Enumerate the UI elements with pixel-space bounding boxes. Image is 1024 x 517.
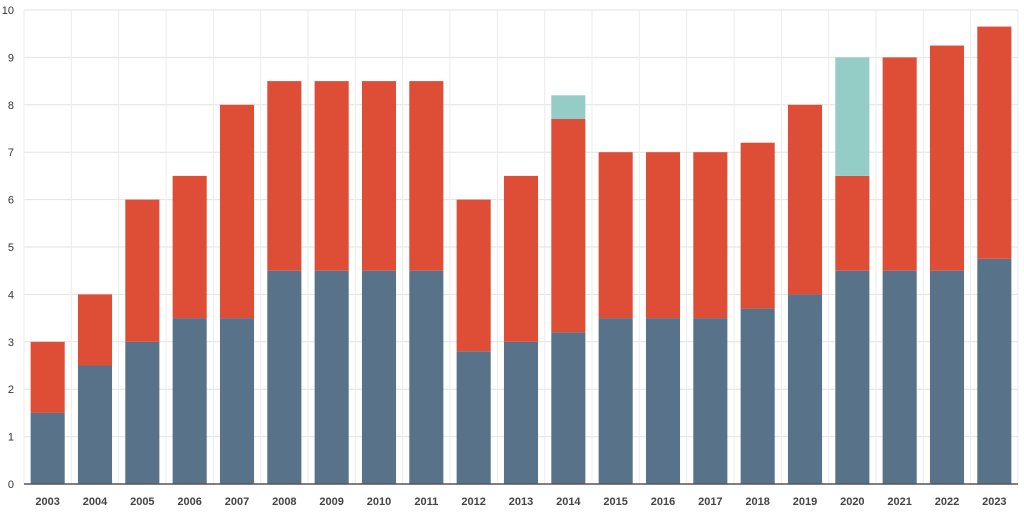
bar-segment-series-1 — [77, 365, 113, 484]
bar-segment-series-1 — [598, 318, 633, 484]
bar-segment-series-1 — [787, 294, 823, 484]
y-tick-label: 8 — [8, 100, 14, 112]
bar-segment-series-2 — [219, 104, 255, 319]
bar-segment-series-2 — [645, 152, 681, 319]
x-tick-label: 2012 — [461, 496, 485, 508]
y-tick-label: 10 — [2, 5, 14, 17]
bar-segment-series-2 — [787, 104, 823, 295]
bar-segment-series-1 — [456, 351, 491, 484]
y-tick-label: 4 — [8, 289, 14, 301]
bar-segment-series-1 — [361, 270, 397, 484]
bar-segment-series-2 — [882, 57, 917, 271]
bar-segment-series-2 — [835, 175, 870, 271]
bar-segment-series-2 — [314, 81, 349, 271]
bar-segment-series-2 — [125, 199, 160, 342]
bar-segment-series-2 — [503, 175, 539, 342]
x-tick-label: 2014 — [556, 496, 581, 508]
x-tick-label: 2005 — [130, 496, 154, 508]
bar-segment-series-2 — [551, 119, 586, 333]
x-tick-label: 2016 — [651, 496, 675, 508]
bar-segment-series-1 — [30, 412, 65, 484]
x-tick-label: 2017 — [698, 496, 722, 508]
x-tick-label: 2021 — [887, 496, 911, 508]
bar-segment-series-2 — [172, 175, 207, 319]
bar-segment-series-1 — [125, 341, 160, 484]
bar-segment-series-1 — [645, 318, 681, 484]
x-tick-label: 2022 — [935, 496, 959, 508]
y-tick-label: 9 — [8, 52, 14, 64]
x-tick-label: 2009 — [319, 496, 343, 508]
bar-segment-series-1 — [977, 258, 1012, 484]
x-tick-label: 2010 — [367, 496, 391, 508]
bar-segment-series-2 — [693, 152, 728, 319]
x-tick-label: 2019 — [793, 496, 817, 508]
bar-segment-series-2 — [77, 294, 113, 366]
x-tick-label: 2013 — [509, 496, 533, 508]
x-tick-label: 2004 — [83, 496, 108, 508]
bar-segment-series-1 — [740, 308, 775, 484]
y-tick-label: 3 — [8, 337, 14, 349]
bar-segment-series-2 — [929, 45, 965, 271]
y-tick-label: 1 — [8, 432, 14, 444]
y-tick-label: 0 — [8, 479, 14, 491]
x-tick-label: 2006 — [177, 496, 201, 508]
x-tick-label: 2011 — [414, 496, 438, 508]
axes: 0 1 2 3 4 5 6 7 8 9 10 2003 2004 2005 2006 2007 2008 2009… — [2, 5, 1018, 508]
bar-segment-series-1 — [503, 341, 539, 484]
y-tick-label: 6 — [8, 195, 14, 207]
bar-segment-series-2 — [598, 152, 633, 319]
bar-segment-series-2 — [30, 341, 65, 413]
bar-segment-series-1 — [551, 332, 586, 484]
bar-segment-series-1 — [267, 270, 302, 484]
bar-segment-series-3 — [835, 57, 870, 176]
y-tick-label: 5 — [8, 242, 14, 254]
y-tick-label: 2 — [8, 384, 14, 396]
bar-segment-series-1 — [693, 318, 728, 484]
bar-segment-series-1 — [409, 270, 444, 484]
x-tick-label: 2020 — [840, 496, 864, 508]
bar-segment-series-2 — [267, 81, 302, 271]
x-tick-label: 2018 — [745, 496, 769, 508]
bar-segment-series-1 — [835, 270, 870, 484]
bars — [30, 26, 1012, 484]
bar-segment-series-3 — [551, 95, 586, 120]
bar-segment-series-2 — [977, 26, 1012, 259]
bar-segment-series-2 — [456, 199, 491, 352]
bar-segment-series-2 — [361, 81, 397, 271]
bar-segment-series-1 — [882, 270, 917, 484]
x-tick-label: 2008 — [272, 496, 296, 508]
x-tick-label: 2023 — [982, 496, 1006, 508]
bar-segment-series-1 — [314, 270, 349, 484]
y-tick-label: 7 — [8, 147, 14, 159]
x-tick-label: 2003 — [35, 496, 59, 508]
bar-segment-series-2 — [409, 81, 444, 271]
x-tick-label: 2015 — [603, 496, 627, 508]
bar-segment-series-2 — [740, 142, 775, 309]
bar-segment-series-1 — [172, 318, 207, 484]
x-tick-label: 2007 — [225, 496, 249, 508]
bar-segment-series-1 — [929, 270, 965, 484]
bar-segment-series-1 — [219, 318, 255, 484]
